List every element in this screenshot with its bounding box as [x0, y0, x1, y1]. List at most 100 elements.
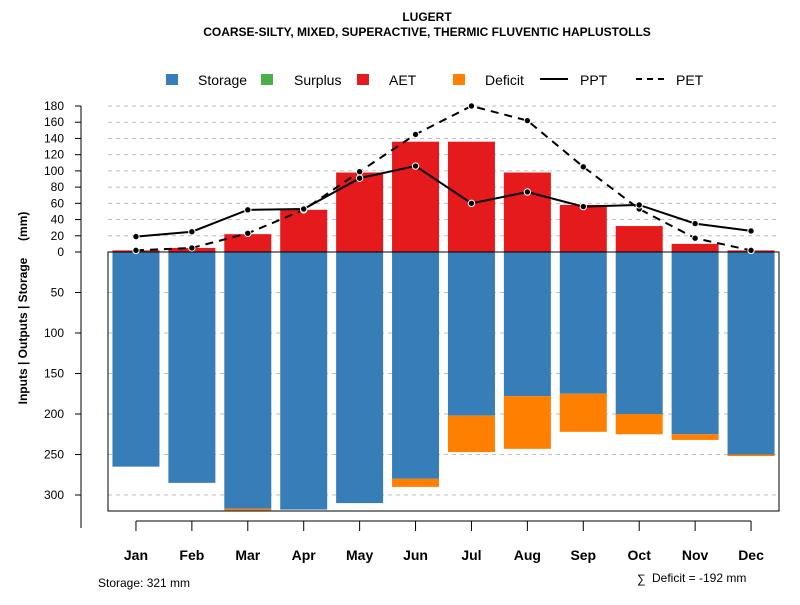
x-tick-label: May [346, 547, 373, 563]
x-tick-label: Jun [403, 547, 428, 563]
x-tick-label: Jul [461, 547, 481, 563]
y-tick-label: 60 [51, 196, 65, 210]
legend-label-aet: AET [389, 72, 417, 88]
aet-bar [671, 243, 719, 252]
aet-bar [559, 204, 607, 252]
aet-bar [447, 141, 495, 252]
y-tick-label: 20 [51, 229, 65, 243]
aet-bar [615, 226, 663, 252]
aet-bar [392, 141, 440, 252]
deficit-bar [671, 434, 719, 440]
storage-bar [112, 252, 160, 467]
storage-bar [392, 252, 440, 479]
storage-bar [727, 252, 775, 455]
pet-line [135, 104, 752, 252]
plot-area: 0 20 40 60 80 100 120 140 160 180 50 100 150 200 250 30… [44, 99, 780, 563]
storage-bar [447, 252, 495, 416]
pet-point [691, 234, 699, 242]
x-tick-label: Oct [628, 547, 652, 563]
storage-bar [671, 252, 719, 435]
ppt-point [523, 188, 532, 196]
legend-label-surplus: Surplus [294, 72, 341, 88]
x-tick-label: Mar [235, 547, 260, 563]
y-tick-label: 120 [44, 148, 64, 162]
storage-bar [336, 252, 384, 504]
y-axis-label: Inputs | Outputs | Storage (mm) [16, 212, 30, 405]
y-tick-label: 250 [44, 448, 64, 462]
y-tick-label: 160 [44, 115, 64, 129]
deficit-bar [447, 415, 495, 453]
ppt-point [411, 162, 420, 170]
legend-label-pet: PET [676, 72, 704, 88]
storage-bar [503, 252, 551, 397]
aet-bar [336, 172, 384, 252]
y-tick-label: 100 [44, 326, 64, 340]
y-tick-label: 150 [44, 367, 64, 381]
x-tick-label: Sep [570, 547, 596, 563]
aet-bar [224, 234, 272, 252]
storage-total-note: Storage: 321 mm [98, 576, 190, 590]
deficit-total-note: Deficit = -192 mm [652, 571, 746, 585]
legend-swatch-surplus [261, 74, 273, 85]
x-tick-label: Nov [682, 547, 709, 563]
storage-bar [168, 252, 216, 483]
y-tick-label: 180 [44, 99, 64, 113]
legend-label-storage: Storage [198, 72, 247, 88]
y-tick-label: 300 [44, 488, 64, 502]
pet-point [244, 229, 252, 238]
ppt-point [132, 232, 140, 241]
sum-symbol: ∑ [637, 572, 646, 586]
y-tick-label: 0 [57, 245, 64, 259]
pet-point [467, 102, 476, 110]
x-tick-label: Apr [292, 547, 317, 563]
legend-swatch-aet [357, 74, 369, 85]
y-tick-label: 200 [44, 407, 64, 421]
ppt-point [188, 228, 196, 236]
deficit-bar [559, 393, 607, 432]
ppt-point [300, 205, 308, 213]
ppt-point [635, 201, 643, 209]
storage-bar [280, 252, 328, 510]
x-tick-label: Jan [124, 547, 148, 563]
legend-swatch-storage [166, 74, 178, 85]
ppt-point [355, 174, 364, 182]
deficit-bar [224, 508, 272, 511]
pet-point [355, 168, 364, 176]
deficit-bar [615, 414, 663, 435]
legend-label-deficit: Deficit [485, 72, 524, 88]
y-tick-label: 50 [51, 286, 65, 300]
legend-swatch-deficit [453, 74, 465, 85]
pet-point [523, 116, 532, 125]
aet-bar [503, 172, 551, 252]
deficit-bar [503, 396, 551, 449]
ppt-point [691, 219, 699, 228]
pet-point [579, 163, 587, 171]
chart-subtitle: COARSE-SILTY, MIXED, SUPERACTIVE, THERMI… [203, 25, 651, 39]
ppt-point [579, 202, 587, 211]
deficit-bar [392, 478, 440, 487]
x-tick-label: Aug [514, 547, 541, 563]
deficit-bar [727, 454, 775, 457]
legend-label-ppt: PPT [580, 72, 608, 88]
ppt-point [467, 199, 476, 208]
storage-bar [559, 252, 607, 394]
x-tick-label: Dec [738, 547, 764, 563]
ppt-line [135, 164, 752, 238]
storage-bar [615, 252, 663, 414]
chart-title: LUGERT [402, 10, 452, 24]
y-tick-label: 40 [51, 213, 65, 227]
pet-point [747, 246, 755, 255]
pet-point [411, 130, 420, 139]
y-tick-label: 140 [44, 131, 64, 145]
ppt-point [244, 206, 252, 214]
x-tick-label: Feb [179, 547, 204, 563]
pet-point [132, 246, 140, 255]
legend: Storage Surplus AET Deficit PPT PET [166, 72, 704, 88]
y-tick-label: 100 [44, 164, 64, 178]
y-tick-label: 80 [51, 180, 65, 194]
ppt-point [747, 227, 755, 235]
pet-point [188, 244, 196, 252]
storage-bar [224, 252, 272, 509]
